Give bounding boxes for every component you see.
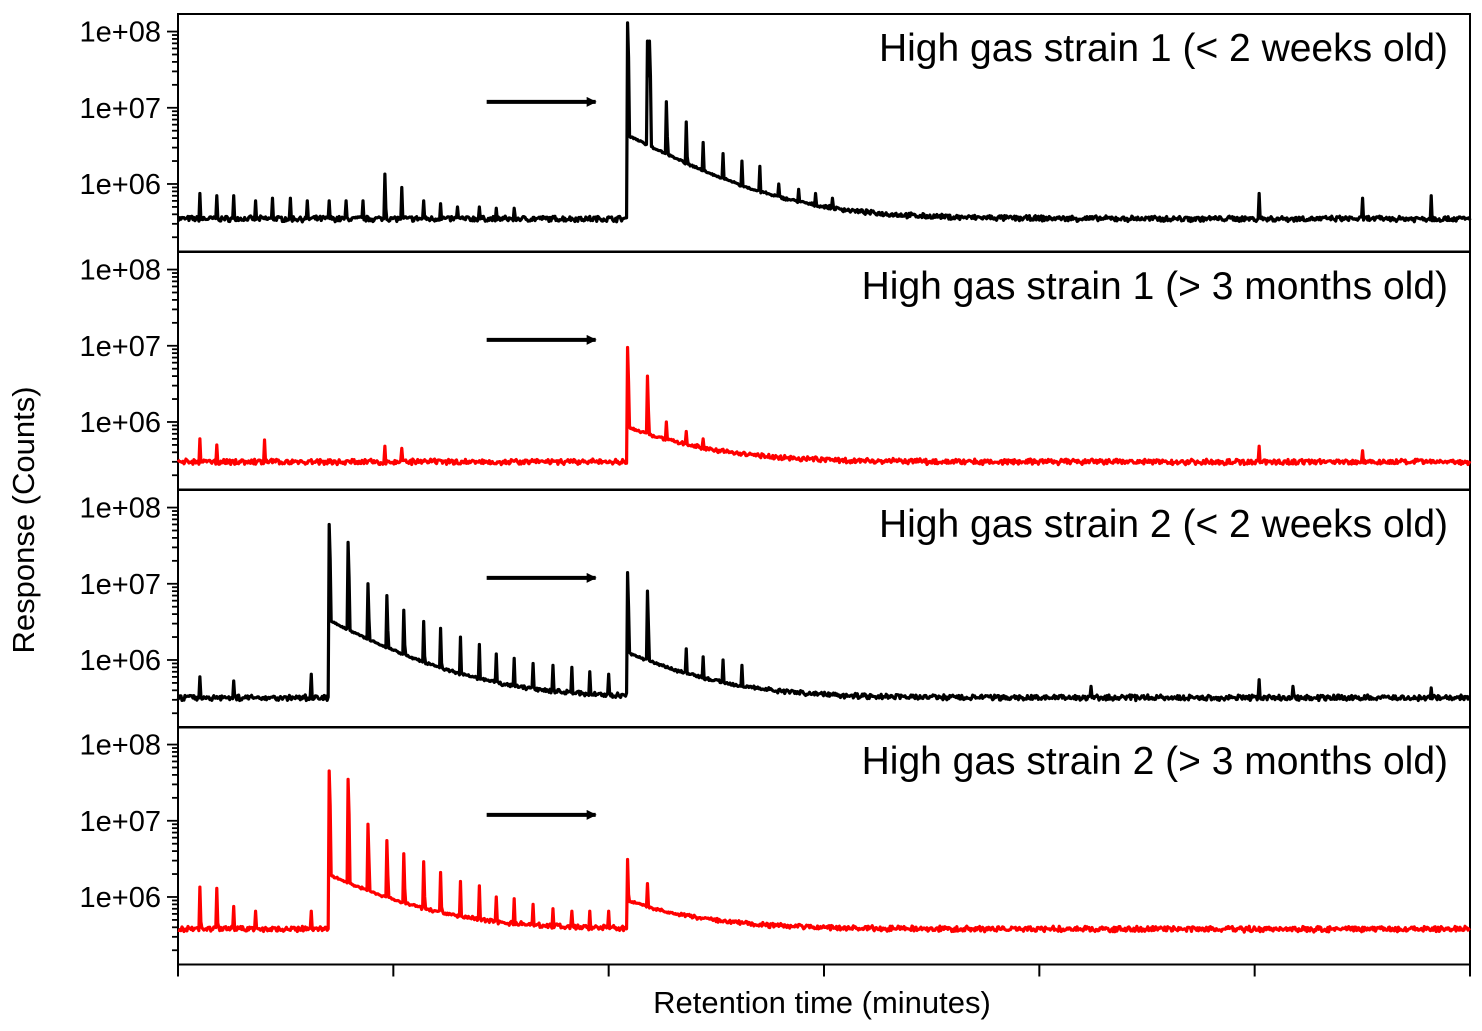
x-axis	[177, 964, 1471, 977]
y-tick-label: 1e+07	[80, 569, 161, 601]
panel-3: 1e+06 1e+07 1e+08 High gas strain 2 (< 2 we…	[80, 489, 1472, 729]
y-tick-label: 1e+08	[80, 255, 161, 287]
y-tick-label: 1e+07	[80, 331, 161, 363]
panel-label: High gas strain 2 (> 3 months old)	[862, 740, 1448, 783]
y-tick-label: 1e+08	[80, 17, 161, 49]
panel-label: High gas strain 2 (< 2 weeks old)	[879, 503, 1448, 546]
y-tick-label: 1e+06	[80, 645, 161, 677]
y-tick-label: 1e+08	[80, 493, 161, 525]
y-tick-label: 1e+06	[80, 407, 161, 439]
y-tick-label: 1e+06	[80, 169, 161, 201]
signal-trace	[177, 769, 1471, 934]
signal-trace	[176, 345, 1472, 467]
y-axis-label: Response (Counts)	[6, 386, 41, 653]
y-tick-label: 1e+06	[80, 882, 161, 914]
signal-trace	[177, 21, 1472, 224]
panel-2: 1e+06 1e+07 1e+08 High gas strain 1 (> 3 mo…	[80, 251, 1472, 491]
x-axis-label: Retention time (minutes)	[653, 985, 991, 1020]
panel-4: 1e+06 1e+07 1e+08 High gas strain 2 (> 3 mo…	[80, 726, 1471, 966]
signal-trace	[176, 522, 1472, 703]
y-tick-label: 1e+07	[80, 806, 161, 838]
panel-1: 1e+06 1e+07 1e+08 High gas strain 1 (< 2 we…	[80, 13, 1472, 253]
panels-group: 1e+06 1e+07 1e+08 High gas strain 1 (< 2 we…	[80, 13, 1472, 966]
panel-label: High gas strain 1 (< 2 weeks old)	[879, 27, 1448, 70]
y-tick-label: 1e+08	[80, 730, 161, 762]
panel-label: High gas strain 1 (> 3 months old)	[862, 265, 1448, 308]
y-tick-label: 1e+07	[80, 93, 161, 125]
